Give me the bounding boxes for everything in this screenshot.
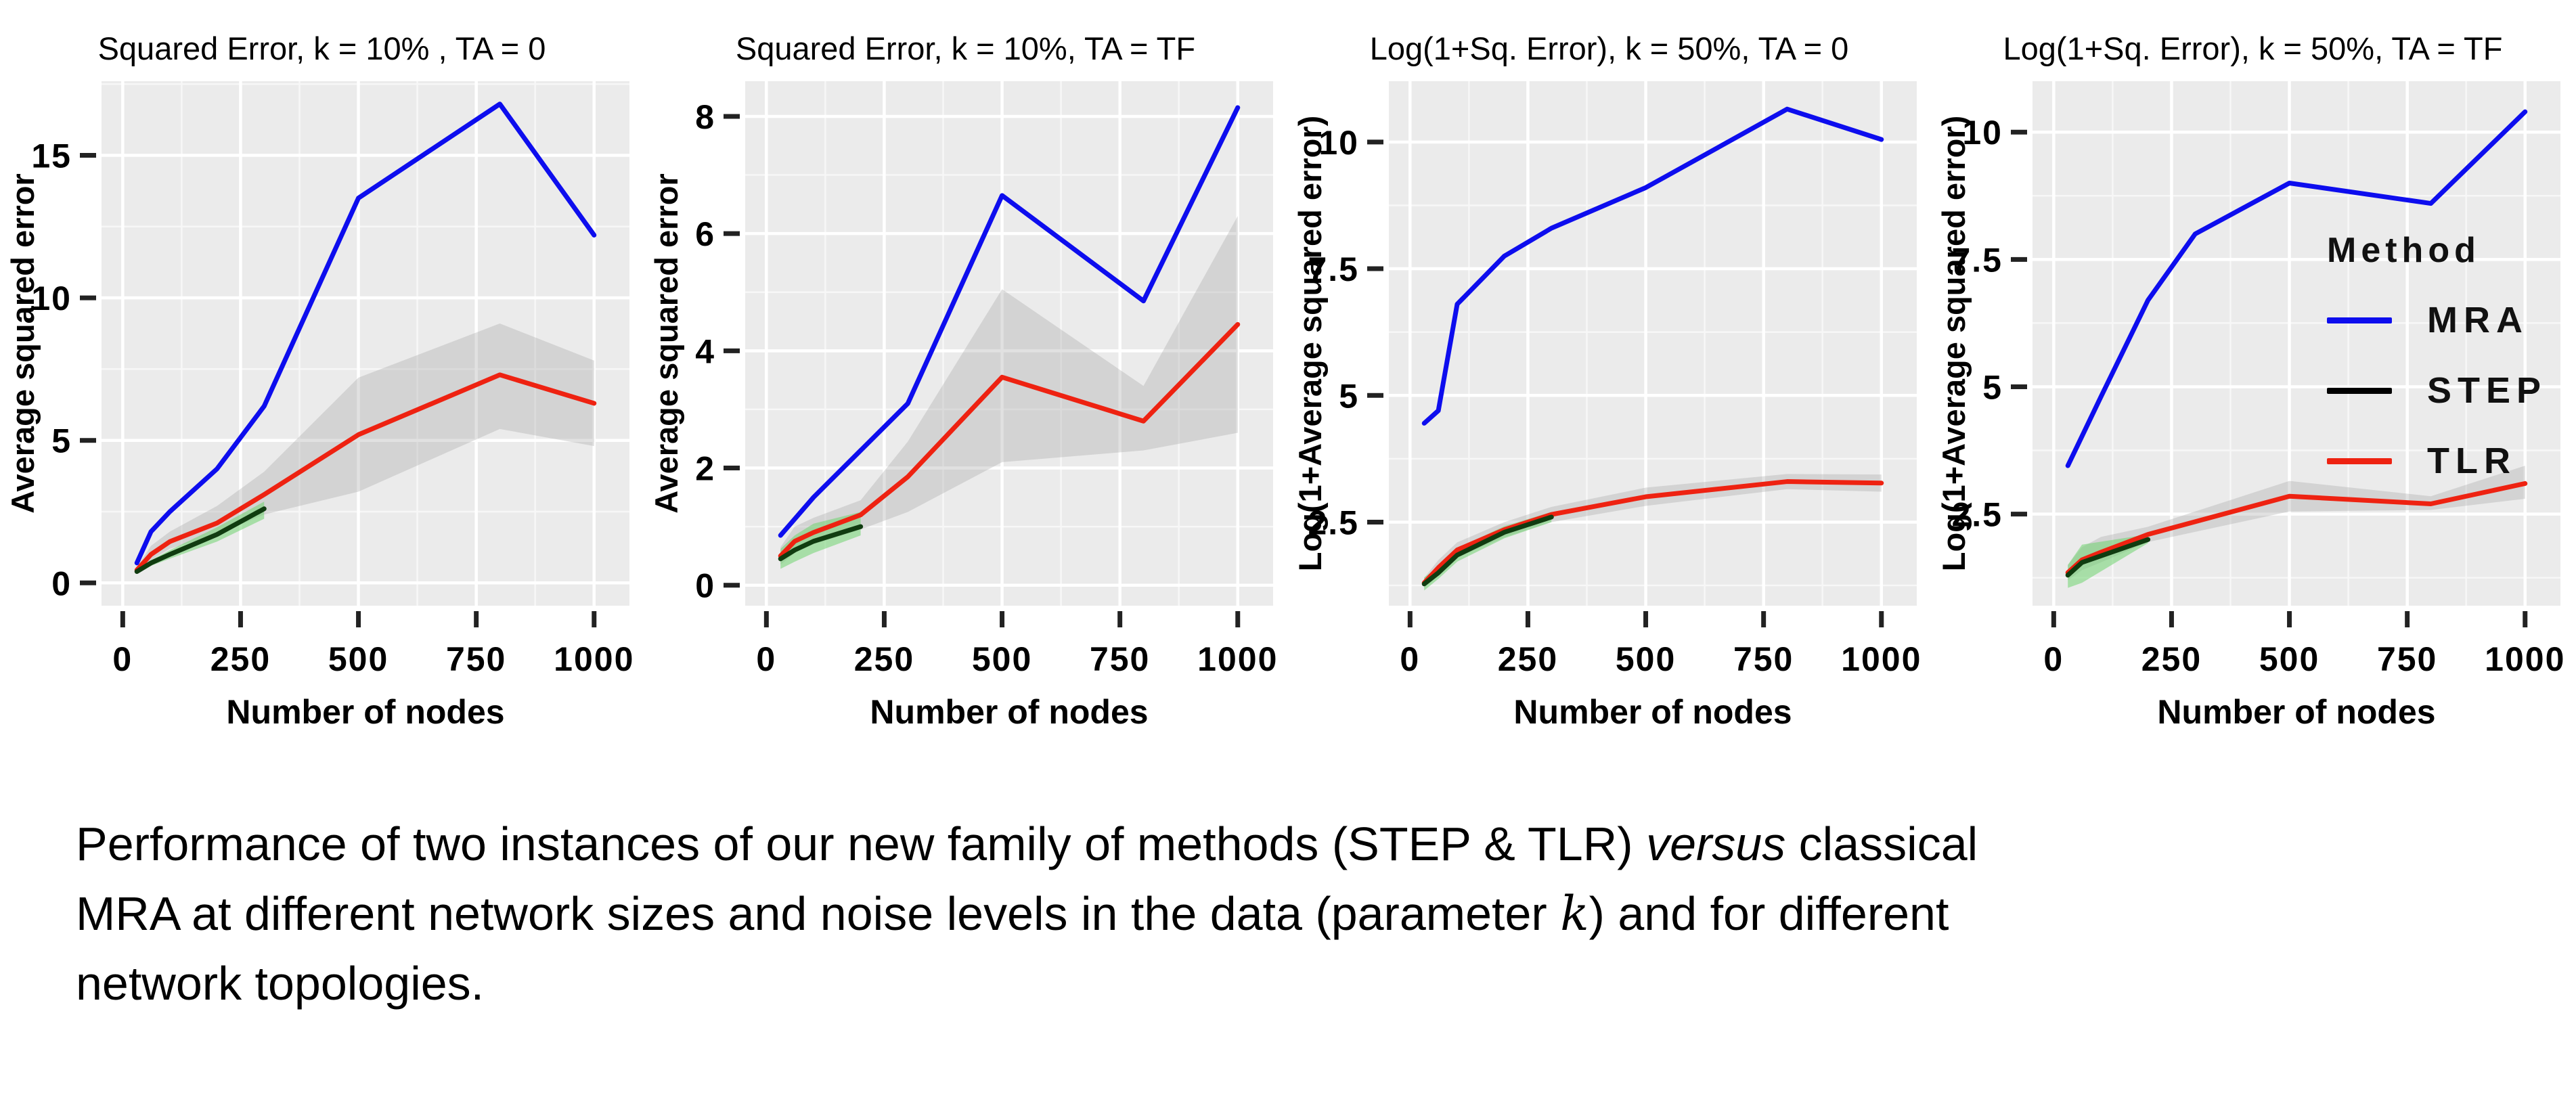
svg-text:5: 5	[1339, 377, 1359, 415]
svg-text:250: 250	[210, 640, 271, 678]
panel-3: Log(1+Sq. Error), k = 50%, TA = 0 0 250 50…	[1287, 12, 1931, 732]
svg-text:4: 4	[695, 332, 715, 370]
svg-text:250: 250	[854, 640, 914, 678]
panel-2-xlabel: Number of nodes	[870, 693, 1149, 731]
svg-text:0: 0	[1400, 640, 1420, 678]
panel-4: Log(1+Sq. Error), k = 50%, TA = TF 0 250 5…	[1931, 12, 2575, 732]
svg-text:250: 250	[2141, 640, 2202, 678]
svg-text:1000: 1000	[554, 640, 634, 678]
legend-item-step: STEP	[2327, 370, 2547, 411]
panel-1-title: Squared Error, k = 10% , TA = 0	[97, 30, 546, 66]
figure-page: Squared Error, k = 10% , TA = 0 0 250 500 7…	[0, 12, 2576, 1019]
panel-2-plot-area: 0 250 500 750 1000 0 2 4 6 8 Average squared error	[644, 71, 1287, 687]
caption-line: MRA at different network sizes and noise…	[76, 886, 1949, 941]
svg-text:8: 8	[695, 98, 715, 136]
mra-line-swatch	[2327, 317, 2392, 323]
panel-4-title: Log(1+Sq. Error), k = 50%, TA = TF	[2003, 30, 2503, 66]
svg-text:0: 0	[51, 564, 72, 602]
svg-text:2: 2	[695, 450, 715, 488]
svg-text:0: 0	[756, 640, 776, 678]
panel-3-xlabel: Number of nodes	[1513, 693, 1792, 731]
figure-row: Squared Error, k = 10% , TA = 0 0 250 500 7…	[0, 12, 2575, 732]
legend-title: Method	[2327, 231, 2481, 270]
figure-caption: Performance of two instances of our new …	[0, 809, 2576, 1019]
svg-text:7.5: 7.5	[1951, 241, 2003, 279]
svg-text:1000: 1000	[1197, 640, 1278, 678]
svg-text:Average squared error: Average squared error	[648, 173, 684, 513]
svg-text:2.5: 2.5	[1308, 504, 1359, 541]
tlr-line-swatch	[2327, 457, 2392, 464]
panel-2-title: Squared Error, k = 10%, TA = TF	[735, 30, 1196, 66]
legend-label-step: STEP	[2427, 370, 2548, 411]
svg-text:10: 10	[1318, 124, 1359, 162]
legend-label-mra: MRA	[2427, 300, 2529, 340]
svg-text:0: 0	[2043, 640, 2064, 678]
panel-1-plot-area: 0 250 500 750 1000 0 5 10 15 Average squared erro…	[0, 71, 643, 687]
svg-text:0: 0	[112, 640, 133, 678]
legend-item-mra: MRA	[2327, 299, 2547, 341]
svg-text:500: 500	[972, 640, 1032, 678]
panel-2: Squared Error, k = 10%, TA = TF 0 250 500 7…	[644, 12, 1287, 732]
legend-item-tlr: TLR	[2327, 440, 2547, 482]
svg-text:1000: 1000	[1841, 640, 1922, 678]
panel-3-title: Log(1+Sq. Error), k = 50%, TA = 0	[1369, 30, 1849, 66]
panel-2-chart: 0 250 500 750 1000 0 2 4 6 8 Average squared error	[648, 81, 1278, 678]
svg-text:5: 5	[1982, 368, 2003, 406]
svg-text:Log(1+Average squared error): Log(1+Average squared error)	[1936, 116, 1972, 571]
svg-text:15: 15	[31, 137, 72, 175]
step-line-swatch	[2327, 387, 2392, 394]
method-legend: Method MRA STEP TLR	[2327, 230, 2547, 482]
panel-1-xlabel: Number of nodes	[226, 693, 505, 731]
svg-text:6: 6	[695, 215, 715, 253]
svg-text:10: 10	[1962, 114, 2003, 152]
svg-text:250: 250	[1498, 640, 1558, 678]
caption-line: network topologies.	[76, 957, 485, 1010]
caption-line: Performance of two instances of our new …	[76, 818, 1978, 870]
svg-text:5: 5	[51, 422, 72, 460]
svg-text:10: 10	[31, 280, 72, 317]
svg-text:7.5: 7.5	[1308, 250, 1359, 288]
legend-label-tlr: TLR	[2427, 441, 2516, 481]
svg-text:2.5: 2.5	[1951, 496, 2003, 534]
panel-4-plot-area: 0 250 500 750 1000 2.5 5 7.5 10 Log(1+Average squ…	[1931, 71, 2574, 687]
svg-text:750: 750	[1733, 640, 1794, 678]
svg-text:Average squared error: Average squared error	[5, 173, 41, 513]
svg-text:Log(1+Average squared error): Log(1+Average squared error)	[1292, 116, 1328, 571]
svg-text:0: 0	[695, 567, 715, 605]
svg-text:750: 750	[2377, 640, 2437, 678]
svg-text:500: 500	[1616, 640, 1676, 678]
svg-text:1000: 1000	[2485, 640, 2565, 678]
panel-3-plot-area: 0 250 500 750 1000 2.5 5 7.5 10 Log(1+Average squ…	[1287, 71, 1930, 687]
panel-4-xlabel: Number of nodes	[2157, 693, 2436, 731]
svg-text:750: 750	[446, 640, 506, 678]
svg-text:750: 750	[1090, 640, 1150, 678]
svg-text:500: 500	[328, 640, 388, 678]
svg-text:500: 500	[2259, 640, 2319, 678]
panel-1: Squared Error, k = 10% , TA = 0 0 250 500 7…	[0, 12, 644, 732]
